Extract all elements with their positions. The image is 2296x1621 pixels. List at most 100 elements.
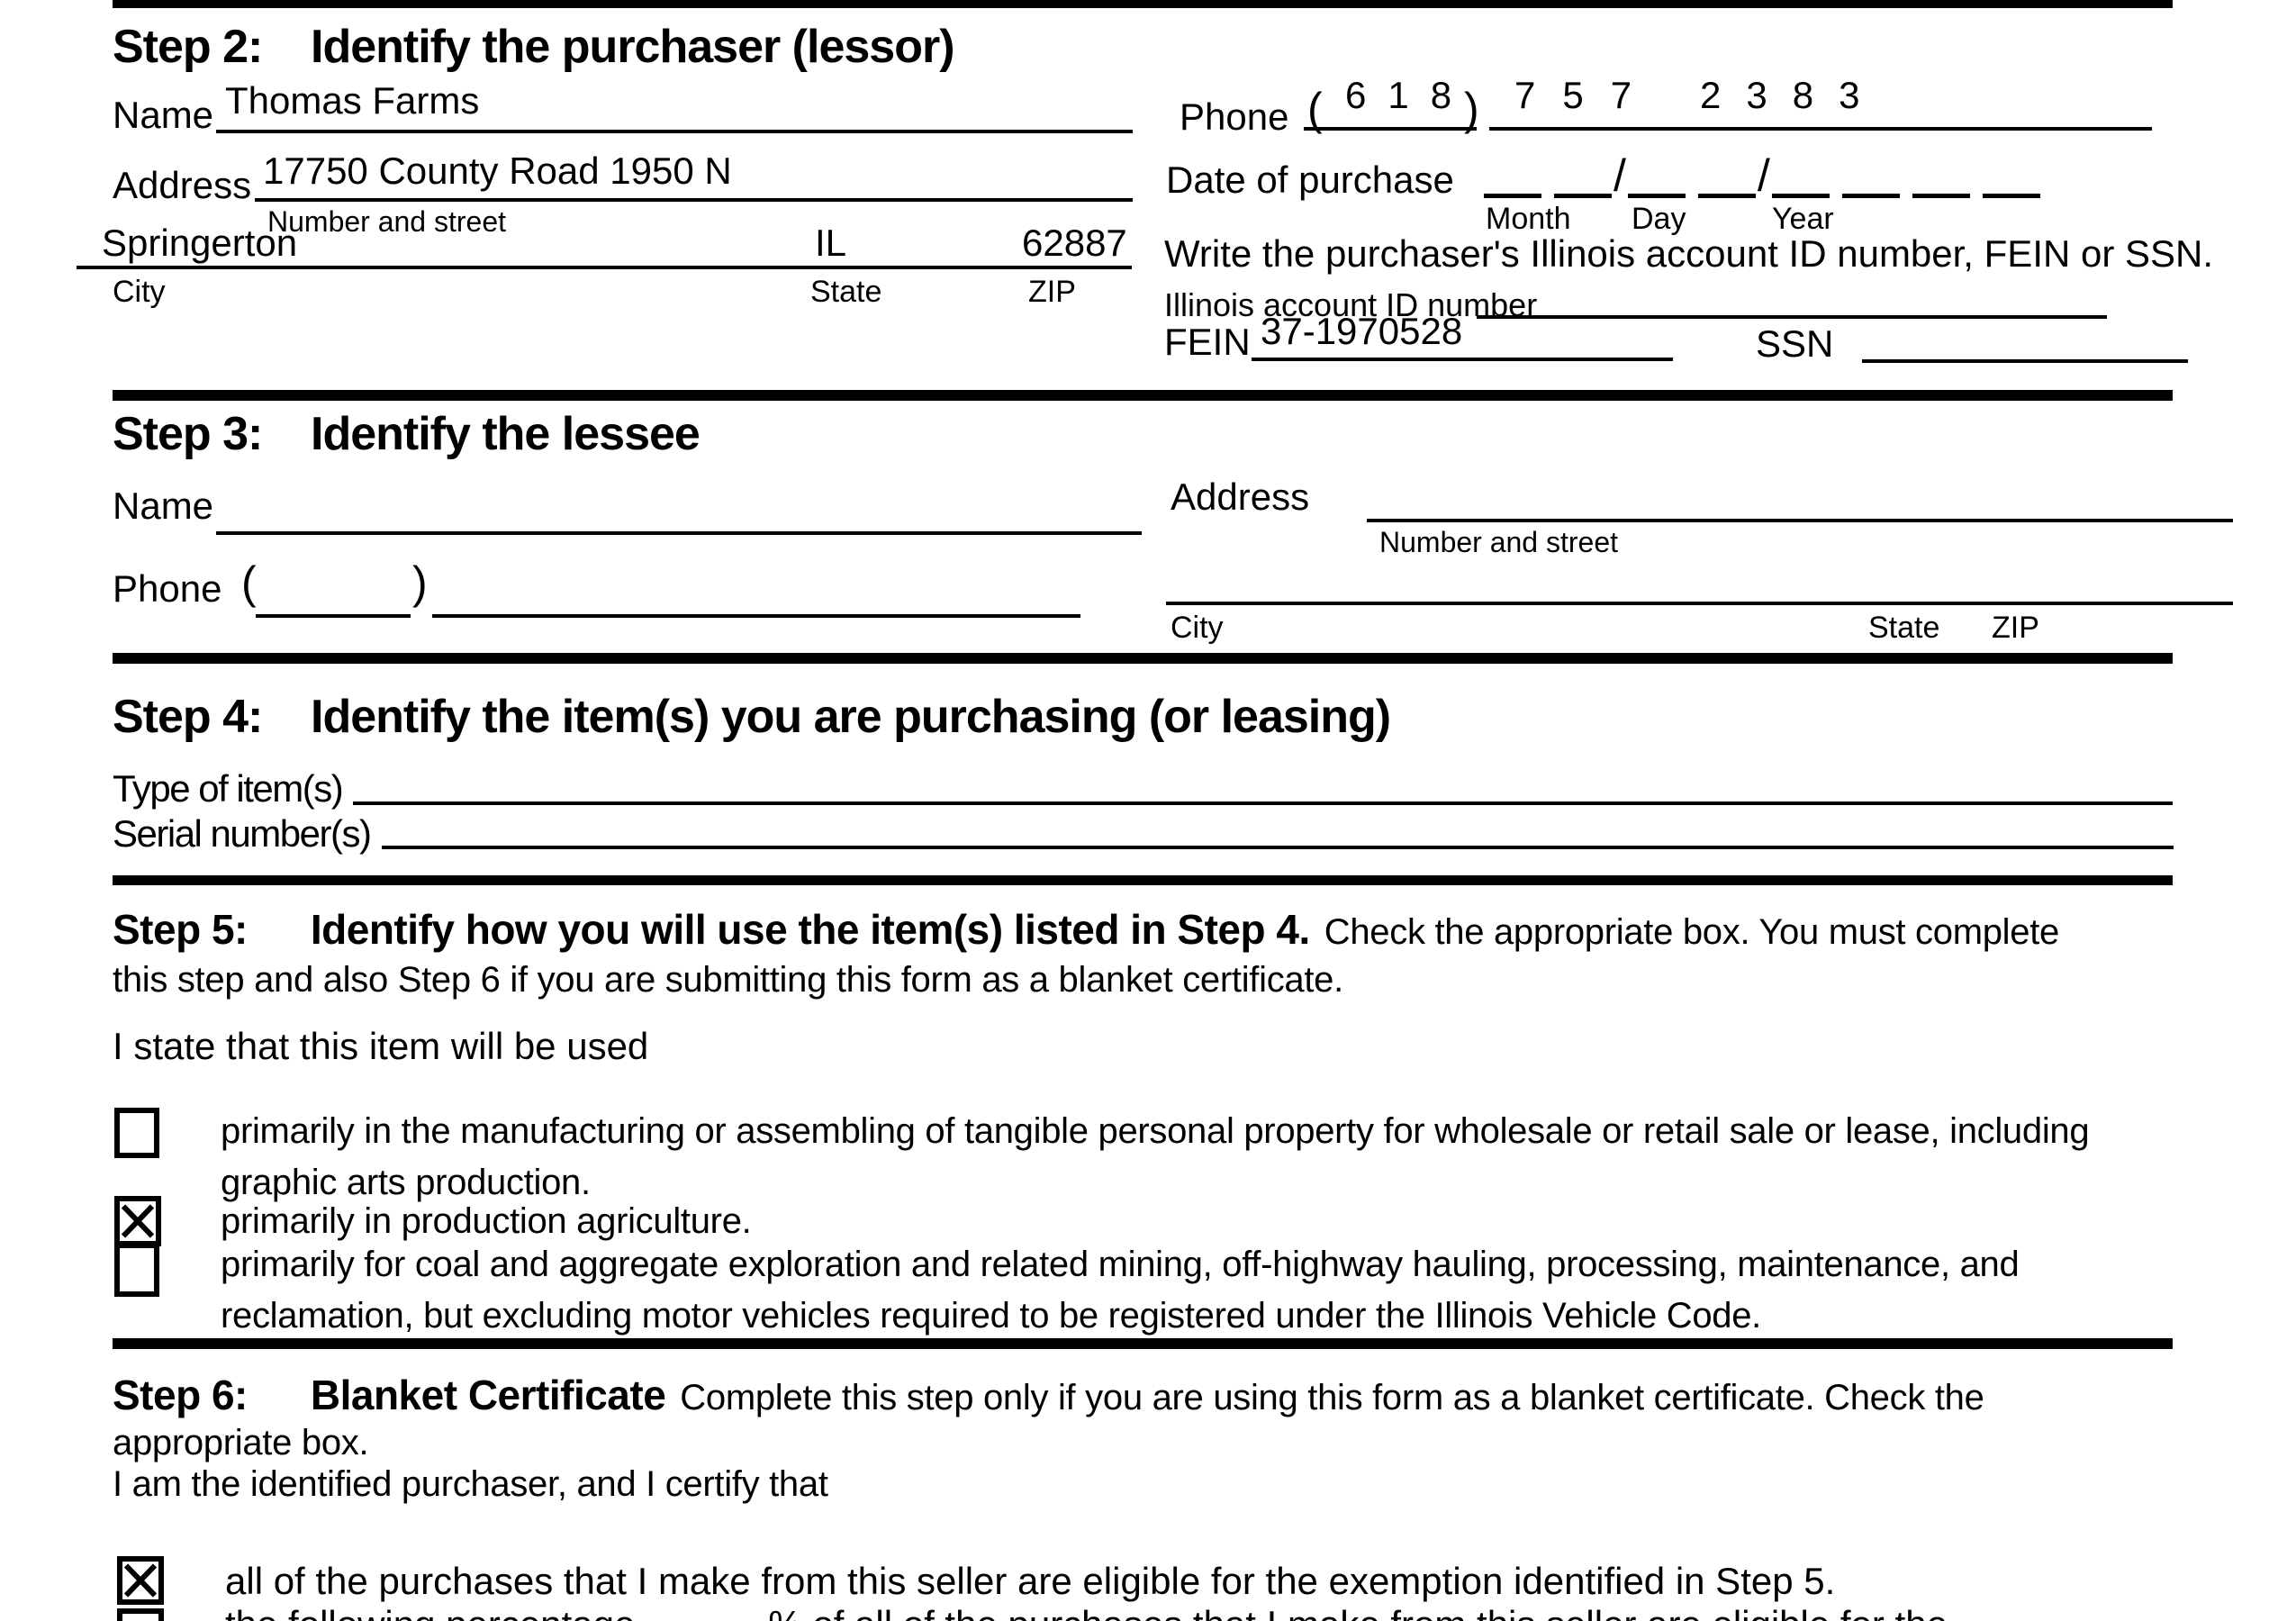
date-of-purchase-label: Date of purchase bbox=[1166, 158, 1454, 201]
checkbox-manufacturing[interactable] bbox=[114, 1108, 159, 1158]
purchaser-name-input-line[interactable] bbox=[216, 130, 1133, 133]
date-year-blank bbox=[1841, 151, 1900, 198]
step5-heading: Step 5: Identify how you will use the ite… bbox=[113, 905, 2059, 954]
lessee-name-label: Name bbox=[113, 484, 214, 527]
option-manufacturing-line1: primarily in the manufacturing or assemb… bbox=[221, 1111, 2090, 1151]
option-percentage-before: the following percentage bbox=[225, 1603, 635, 1621]
lessee-address-input-line[interactable] bbox=[1367, 519, 2233, 522]
purchaser-address-label: Address bbox=[113, 164, 252, 206]
purchaser-zip-value: 62887 bbox=[1022, 222, 1127, 264]
purchaser-state-label: State bbox=[810, 275, 882, 309]
date-day-blank bbox=[1697, 151, 1756, 198]
ssn-label: SSN bbox=[1756, 322, 1834, 365]
purchaser-city-state-zip-input-line[interactable] bbox=[77, 266, 1132, 269]
lessee-name-input-line[interactable] bbox=[216, 531, 1142, 535]
purchaser-phone-area-value: 618 bbox=[1345, 74, 1474, 116]
fein-input-line[interactable] bbox=[1252, 358, 1673, 361]
step6-label: Step 6: bbox=[113, 1372, 248, 1418]
step6-heading: Step 6: Blanket Certificate Complete this … bbox=[113, 1371, 1984, 1419]
option-percentage-text: the following percentage % of all of the … bbox=[225, 1603, 1948, 1621]
phone-paren-close: ) bbox=[412, 557, 428, 608]
section-divider bbox=[113, 653, 2173, 664]
phone-number-input-line[interactable] bbox=[1489, 127, 2152, 131]
step5-title: Identify how you will use the item(s) li… bbox=[310, 906, 1310, 953]
serial-numbers-label: Serial number(s) bbox=[113, 812, 372, 855]
section-divider bbox=[113, 0, 2173, 8]
type-of-items-label: Type of item(s) bbox=[113, 767, 344, 810]
phone-area-input-line[interactable] bbox=[1304, 127, 1477, 131]
month-label: Month bbox=[1486, 202, 1571, 236]
step2-label: Step 2: bbox=[113, 21, 263, 73]
date-separator: / bbox=[1757, 150, 1770, 201]
step5-subtitle: Check the appropriate box. You must comp… bbox=[1324, 912, 2060, 952]
checkbox-percentage[interactable] bbox=[117, 1608, 164, 1621]
lessee-address-label: Address bbox=[1171, 475, 1310, 518]
lessee-state-label: State bbox=[1868, 611, 1940, 645]
step5-intro: I state that this item will be used bbox=[113, 1025, 649, 1067]
option-all-purchases-text: all of the purchases that I make from th… bbox=[225, 1560, 1836, 1602]
lessee-phone-area-input-line[interactable] bbox=[256, 614, 411, 618]
lessee-address-sublabel: Number and street bbox=[1379, 526, 1619, 558]
lessee-phone-input-line[interactable] bbox=[432, 614, 1080, 618]
date-month-blank bbox=[1484, 151, 1541, 198]
lessee-city-label: City bbox=[1171, 611, 1224, 645]
lessee-zip-label: ZIP bbox=[1992, 611, 2039, 645]
serial-numbers-input-line[interactable] bbox=[382, 846, 2174, 849]
date-year-blank bbox=[1771, 151, 1830, 198]
date-year-blank bbox=[1982, 151, 2040, 198]
option-manufacturing-line2: graphic arts production. bbox=[221, 1163, 591, 1202]
purchaser-city-value: Springerton bbox=[102, 222, 298, 264]
option-coal-line1: primarily for coal and aggregate explora… bbox=[221, 1245, 2020, 1284]
checkbox-coal-aggregate[interactable] bbox=[114, 1243, 159, 1297]
option-agriculture-line1: primarily in production agriculture. bbox=[221, 1201, 752, 1241]
step4-label: Step 4: bbox=[113, 691, 263, 743]
purchaser-phone-prefix-value: 757 bbox=[1514, 74, 1659, 116]
illinois-account-id-label: Illinois account ID number bbox=[1164, 286, 1538, 323]
illinois-account-id-input-line[interactable] bbox=[1477, 315, 2107, 319]
step6-subtitle-line2: appropriate box. bbox=[113, 1423, 369, 1463]
purchaser-phone-label: Phone bbox=[1180, 95, 1289, 138]
purchaser-name-label: Name bbox=[113, 94, 214, 136]
phone-paren-open: ( bbox=[241, 557, 257, 608]
type-of-items-input-line[interactable] bbox=[353, 801, 2173, 805]
checkbox-all-purchases[interactable] bbox=[117, 1556, 164, 1605]
date-of-purchase-field[interactable]: / / bbox=[1484, 151, 2040, 198]
date-separator: / bbox=[1614, 150, 1626, 201]
section-divider bbox=[113, 1338, 2173, 1349]
step5-label: Step 5: bbox=[113, 906, 248, 953]
step6-subtitle: Complete this step only if you are using… bbox=[680, 1378, 1984, 1417]
date-year-blank bbox=[1912, 151, 1970, 198]
section-divider bbox=[113, 390, 2173, 401]
phone-paren-open: ( bbox=[1307, 84, 1323, 134]
purchaser-zip-label: ZIP bbox=[1028, 275, 1076, 309]
lessee-city-state-zip-input-line[interactable] bbox=[1166, 602, 2233, 605]
step5-subtitle-line2: this step and also Step 6 if you are sub… bbox=[113, 960, 1343, 1000]
section-divider bbox=[113, 875, 2173, 885]
purchaser-state-value: IL bbox=[815, 222, 847, 264]
ssn-input-line[interactable] bbox=[1862, 359, 2188, 363]
purchaser-city-label: City bbox=[113, 275, 166, 309]
fein-label: FEIN bbox=[1164, 321, 1251, 363]
purchaser-phone-line-value: 2383 bbox=[1700, 74, 1885, 116]
step3-label: Step 3: bbox=[113, 408, 263, 460]
year-label: Year bbox=[1772, 202, 1834, 236]
step6-intro: I am the identified purchaser, and I cer… bbox=[113, 1464, 828, 1504]
day-label: Day bbox=[1632, 202, 1686, 236]
date-day-blank bbox=[1627, 151, 1686, 198]
account-id-instruction: Write the purchaser's Illinois account I… bbox=[1164, 232, 2214, 275]
step6-title: Blanket Certificate bbox=[310, 1372, 666, 1418]
step4-title: Identify the item(s) you are purchasing … bbox=[311, 691, 1391, 743]
purchaser-address-sublabel: Number and street bbox=[267, 205, 507, 238]
step3-title: Identify the lessee bbox=[311, 408, 701, 460]
step2-title: Identify the purchaser (lessor) bbox=[311, 21, 955, 73]
purchaser-address-value: 17750 County Road 1950 N bbox=[263, 149, 732, 192]
checkbox-production-agriculture[interactable] bbox=[114, 1196, 161, 1246]
phone-paren-close: ) bbox=[1464, 84, 1479, 134]
fein-value: 37-1970528 bbox=[1261, 310, 1463, 352]
purchaser-address-input-line[interactable] bbox=[255, 198, 1133, 202]
purchaser-name-value: Thomas Farms bbox=[225, 79, 480, 122]
date-month-blank bbox=[1554, 151, 1612, 198]
option-coal-line2: reclamation, but excluding motor vehicle… bbox=[221, 1296, 1761, 1336]
lessee-phone-label: Phone bbox=[113, 567, 222, 610]
